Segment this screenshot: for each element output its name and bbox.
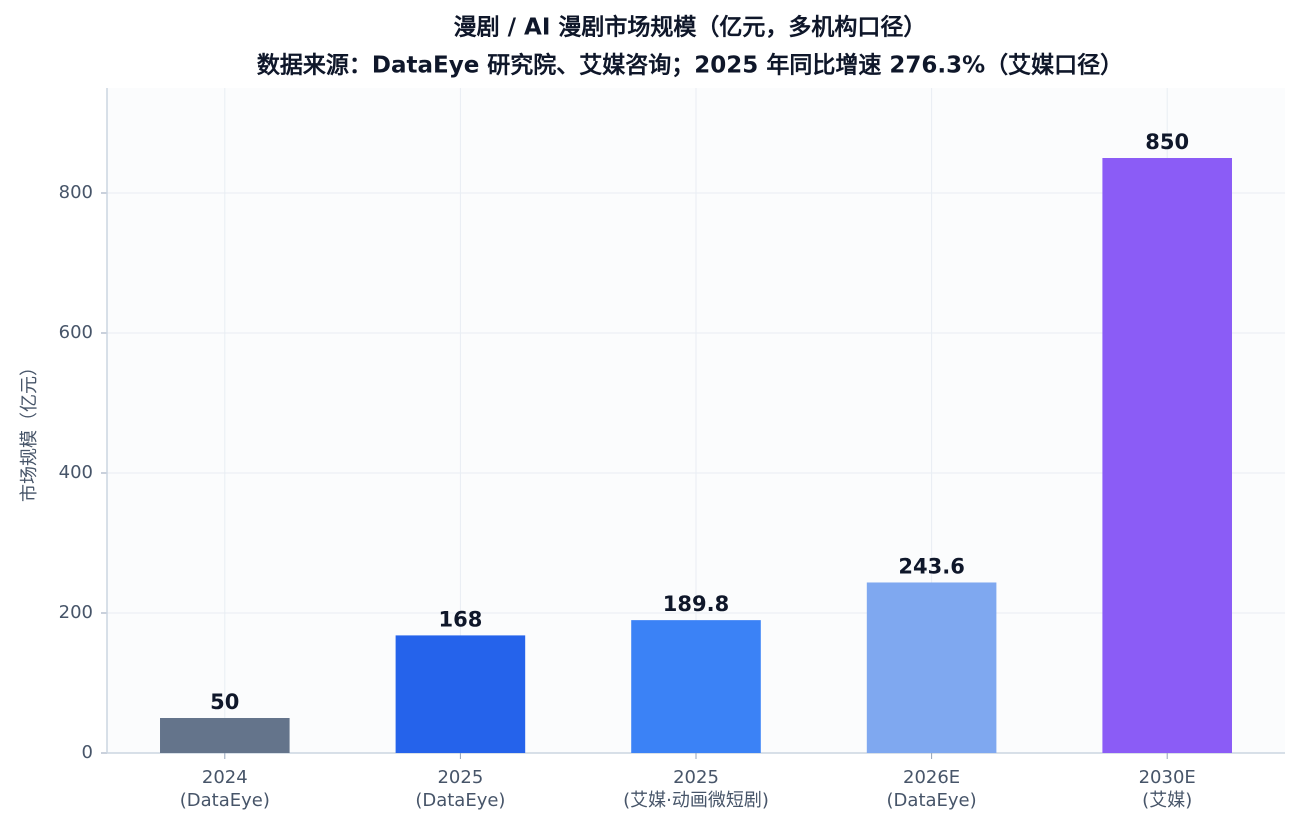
x-tick-label: (DataEye)	[415, 790, 505, 811]
y-tick-label: 800	[59, 182, 93, 203]
value-label: 189.8	[663, 592, 729, 616]
y-tick-label: 600	[59, 322, 93, 343]
value-label: 50	[210, 690, 239, 714]
bar	[160, 718, 290, 753]
chart-title: 漫剧 / AI 漫剧市场规模（亿元，多机构口径）	[454, 14, 927, 41]
bar	[1102, 158, 1232, 753]
value-label: 243.6	[898, 554, 964, 578]
x-tick-label: (DataEye)	[180, 790, 270, 811]
x-tick-label: (艾媒·动画微短剧)	[623, 790, 769, 811]
chart-subtitle: 数据来源：DataEye 研究院、艾媒咨询；2025 年同比增速 276.3%（…	[257, 52, 1123, 79]
x-tick-label: (艾媒)	[1142, 790, 1192, 811]
x-tick-label: 2024	[202, 767, 248, 788]
y-tick-label: 200	[59, 602, 93, 623]
x-tick-label: 2030E	[1139, 767, 1196, 788]
x-tick-label: 2025	[437, 767, 483, 788]
bar	[631, 620, 761, 753]
bar	[395, 635, 526, 753]
x-tick-label: 2026E	[903, 767, 960, 788]
y-tick-label: 0	[82, 742, 93, 763]
x-tick-label: (DataEye)	[887, 790, 977, 811]
y-axis-label: 市场规模（亿元）	[19, 358, 40, 502]
value-label: 850	[1145, 130, 1189, 154]
bar	[866, 582, 997, 753]
y-tick-label: 400	[59, 462, 93, 483]
value-label: 168	[438, 607, 482, 631]
x-tick-label: 2025	[673, 767, 719, 788]
